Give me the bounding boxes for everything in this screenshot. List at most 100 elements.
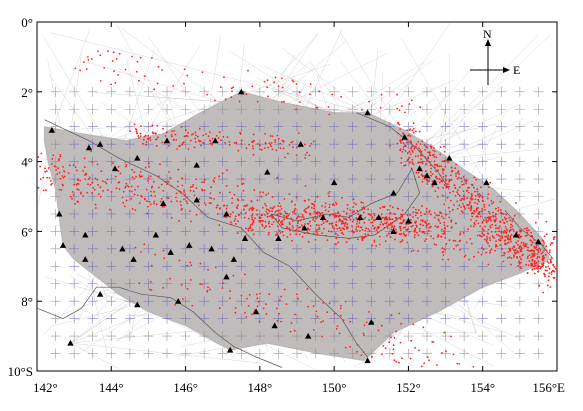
earthquake-event <box>524 243 527 246</box>
earthquake-event <box>445 214 448 216</box>
earthquake-event <box>284 156 286 159</box>
earthquake-event <box>430 213 432 216</box>
earthquake-event <box>367 233 369 236</box>
earthquake-event <box>307 227 309 230</box>
earthquake-event <box>419 223 422 226</box>
earthquake-event <box>404 111 406 114</box>
earthquake-event <box>139 56 142 59</box>
earthquake-event <box>412 211 415 214</box>
earthquake-event <box>450 178 453 181</box>
earthquake-event <box>169 176 172 179</box>
earthquake-event <box>420 150 423 153</box>
earthquake-event <box>379 235 381 238</box>
earthquake-event <box>160 197 163 200</box>
earthquake-event <box>520 230 523 232</box>
grid-cross <box>292 86 302 97</box>
earthquake-event <box>186 202 189 205</box>
earthquake-event <box>335 223 337 226</box>
earthquake-event <box>314 238 317 241</box>
grid-cross <box>440 208 451 219</box>
earthquake-event <box>530 243 533 246</box>
earthquake-event <box>461 197 464 200</box>
earthquake-event <box>195 187 198 190</box>
grid-cross <box>292 121 302 132</box>
earthquake-event <box>170 200 173 203</box>
earthquake-event <box>230 96 233 99</box>
x-tick-label: 144° <box>99 380 124 395</box>
earthquake-event <box>210 202 212 205</box>
earthquake-event <box>442 172 444 175</box>
earthquake-event <box>333 312 336 315</box>
grid-cross <box>124 313 135 324</box>
earthquake-event <box>497 206 500 209</box>
grid-cross <box>50 296 61 307</box>
earthquake-event <box>345 226 348 228</box>
earthquake-event <box>409 135 412 137</box>
earthquake-event <box>316 216 319 219</box>
earthquake-event <box>281 220 284 222</box>
earthquake-event <box>428 359 430 362</box>
earthquake-event <box>373 239 376 242</box>
earthquake-event <box>335 215 338 218</box>
earthquake-event <box>277 205 280 207</box>
earthquake-event <box>481 208 484 210</box>
earthquake-event <box>124 186 127 189</box>
earthquake-event <box>477 198 479 201</box>
earthquake-event <box>514 249 517 251</box>
earthquake-event <box>384 240 387 243</box>
grid-cross <box>50 139 61 150</box>
earthquake-event <box>274 141 276 144</box>
earthquake-event <box>464 254 467 257</box>
earthquake-event <box>393 337 396 339</box>
grid-cross <box>496 278 507 289</box>
earthquake-event <box>315 224 318 226</box>
earthquake-event <box>107 189 109 192</box>
earthquake-event <box>170 185 173 188</box>
earthquake-event <box>470 204 473 207</box>
earthquake-event <box>310 206 313 209</box>
grid-cross <box>143 104 154 115</box>
earthquake-event <box>321 212 324 214</box>
earthquake-event <box>118 188 121 191</box>
earthquake-event <box>427 151 429 154</box>
earthquake-event <box>150 186 153 189</box>
earthquake-event <box>390 228 393 231</box>
grid-cross <box>440 121 451 132</box>
ray-path <box>100 98 169 145</box>
earthquake-event <box>281 230 284 233</box>
earthquake-event <box>336 227 339 230</box>
grid-cross <box>69 208 80 219</box>
grid-cross <box>162 208 172 219</box>
grid-cross <box>459 243 470 254</box>
earthquake-event <box>303 232 306 235</box>
earthquake-event <box>88 176 91 179</box>
seismic-station-icon <box>208 245 215 252</box>
earthquake-event <box>277 215 280 218</box>
earthquake-event <box>155 203 158 206</box>
earthquake-event <box>468 258 470 261</box>
earthquake-event <box>415 211 417 214</box>
seismic-station-icon <box>193 196 200 203</box>
earthquake-event <box>283 214 285 217</box>
earthquake-event <box>201 189 204 192</box>
grid-cross <box>384 174 395 185</box>
earthquake-event <box>509 238 512 241</box>
grid-cross <box>310 278 321 289</box>
earthquake-event <box>243 205 246 207</box>
earthquake-event <box>402 142 405 144</box>
earthquake-event <box>139 175 142 178</box>
earthquake-event <box>424 163 427 166</box>
earthquake-event <box>157 66 160 68</box>
earthquake-event <box>90 58 93 60</box>
earthquake-event <box>277 137 280 140</box>
earthquake-event <box>503 229 506 232</box>
axis-layer: 142° 144° 146° 148° 150° 152° 154° 156°E0°2°4°6… <box>8 15 565 395</box>
earthquake-event <box>495 245 498 248</box>
earthquake-event <box>458 194 461 197</box>
grid-cross <box>292 278 302 289</box>
earthquake-event <box>373 228 376 230</box>
earthquake-event <box>407 158 410 161</box>
grid-cross <box>403 156 414 167</box>
earthquake-event <box>494 249 496 252</box>
grid-cross <box>273 86 284 97</box>
